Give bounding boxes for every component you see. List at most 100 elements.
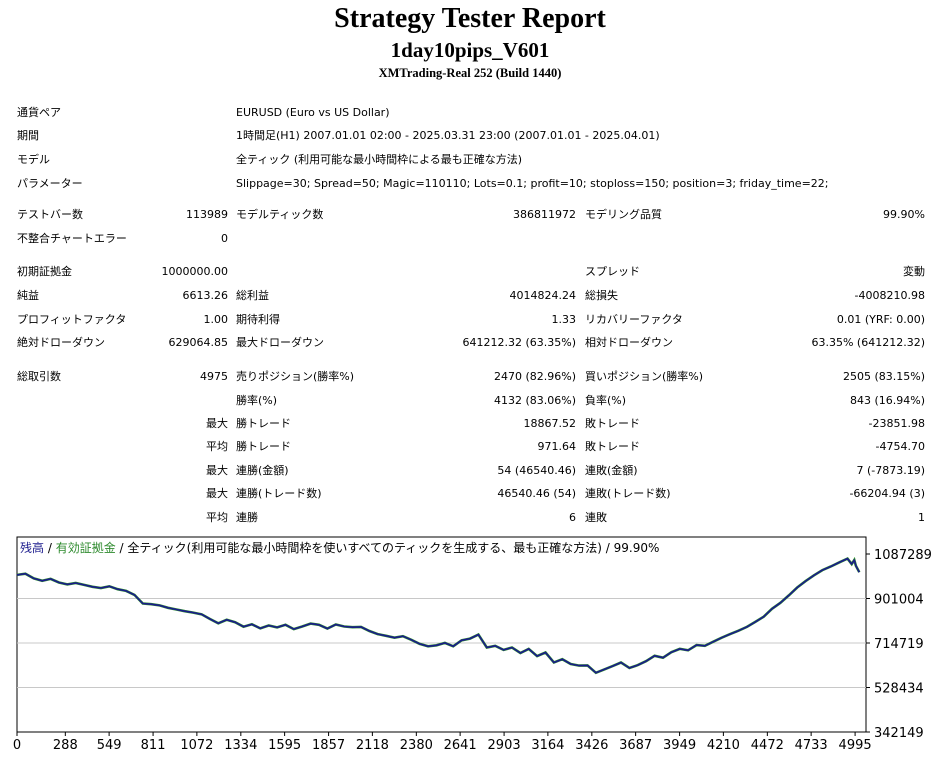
avg-cons-losses-label: 連敗 — [585, 511, 607, 524]
cons-losses-money-label: 連敗(金額) — [585, 464, 638, 477]
chart-legend: 残高 / 有効証拠金 / 全ティック(利用可能な最小時間枠を使いすべてのティック… — [20, 540, 659, 555]
gross-loss-value: -4008210.98 — [854, 289, 925, 302]
plot-frame — [16, 536, 867, 733]
avg-cons-wins-label: 連勝 — [236, 511, 258, 524]
period-value: 1時間足(H1) 2007.01.01 02:00 - 2025.03.31 2… — [236, 129, 660, 142]
balance-chart: 1087289 901004 714719 528434 342149 0 288 549 8… — [0, 533, 940, 761]
y-tick-label: 528434 — [874, 682, 924, 697]
max-cons-count-label: 最大 — [206, 487, 228, 500]
x-tick-label: 3426 — [575, 738, 608, 753]
x-tick-label: 1334 — [224, 738, 257, 753]
max-cons-money-label: 最大 — [206, 464, 228, 477]
x-tick-label: 1857 — [312, 738, 345, 753]
y-tick-label: 901004 — [874, 593, 924, 608]
balance-line — [16, 557, 861, 674]
spread-value: 変動 — [903, 265, 925, 278]
ticks-label: モデルティック数 — [236, 208, 324, 221]
y-tick-label: 1087289 — [874, 548, 932, 563]
y-tick-label: 342149 — [874, 726, 924, 741]
long-positions-value: 2505 (83.15%) — [842, 370, 925, 383]
cons-losses-count-label: 連敗(トレード数) — [585, 487, 671, 500]
average-cons-label: 平均 — [206, 511, 228, 524]
long-positions-label: 買いポジション(勝率%) — [585, 370, 704, 383]
profit-factor-label: プロフィットファクタ — [17, 313, 127, 326]
quality-label: モデリング品質 — [585, 208, 662, 221]
series-group — [16, 556, 861, 675]
x-tick-label: 4733 — [795, 738, 828, 753]
absolute-drawdown-value: 629064.85 — [168, 336, 229, 349]
bars-label: テストバー数 — [17, 208, 83, 221]
largest-loss-label: 敗トレード — [585, 417, 640, 430]
symbol-label: 通貨ペア — [17, 106, 61, 119]
ticks-value: 386811972 — [513, 208, 576, 221]
x-tick-label: 2641 — [444, 738, 477, 753]
params-value: Slippage=30; Spread=50; Magic=110110; Lo… — [236, 177, 829, 190]
relative-drawdown-label: 相対ドローダウン — [585, 336, 673, 349]
legend-sep: / — [44, 541, 56, 555]
x-ticks: 0 288 549 811 1072 1334 1595 1857 2118 2380 2641 29… — [13, 732, 872, 753]
recovery-factor-value: 0.01 (YRF: 0.00) — [836, 313, 925, 326]
legend-rest: / 全ティック(利用可能な最小時間枠を使いすべてのティックを生成する、最も正確な… — [116, 540, 660, 555]
x-tick-label: 3949 — [663, 738, 696, 753]
x-tick-label: 1595 — [268, 738, 301, 753]
x-tick-label: 2380 — [400, 738, 433, 753]
deposit-value: 1000000.00 — [161, 265, 228, 278]
x-tick-label: 2903 — [488, 738, 521, 753]
average-profit-label: 勝トレード — [236, 440, 291, 453]
expert-name: 1day10pips_V601 — [390, 38, 550, 62]
average-label: 平均 — [206, 440, 228, 453]
quality-value: 99.90% — [883, 208, 925, 221]
maximal-drawdown-value: 641212.32 (63.35%) — [462, 336, 576, 349]
mismatch-value: 0 — [221, 232, 228, 245]
x-tick-label: 549 — [97, 738, 122, 753]
model-value: 全ティック (利用可能な最小時間枠による最も正確な方法) — [236, 153, 523, 166]
cons-wins-money-value: 54 (46540.46) — [497, 464, 576, 477]
absolute-drawdown-label: 絶対ドローダウン — [17, 336, 105, 349]
cons-wins-money-label: 連勝(金額) — [236, 464, 289, 477]
relative-drawdown-value: 63.35% (641212.32) — [811, 336, 925, 349]
net-profit-value: 6613.26 — [182, 289, 229, 302]
largest-label: 最大 — [206, 417, 228, 430]
legend-equity: 有効証拠金 — [56, 540, 116, 555]
period-label: 期間 — [17, 129, 39, 142]
y-tick-label: 714719 — [874, 637, 924, 652]
cons-wins-count-value: 46540.46 (54) — [497, 487, 576, 500]
x-tick-label: 811 — [141, 738, 166, 753]
params-label: パラメーター — [17, 177, 83, 190]
loss-trades-label: 負率(%) — [585, 394, 627, 407]
deposit-label: 初期証拠金 — [17, 265, 72, 278]
y-ticks: 1087289 901004 714719 528434 342149 — [866, 548, 932, 741]
recovery-factor-label: リカバリーファクタ — [585, 313, 683, 326]
loss-trades-value: 843 (16.94%) — [849, 394, 925, 407]
model-label: モデル — [17, 153, 50, 166]
total-trades-value: 4975 — [200, 370, 228, 383]
avg-cons-losses-value: 1 — [918, 511, 925, 524]
largest-profit-value: 18867.52 — [523, 417, 577, 430]
expected-payoff-label: 期待利得 — [236, 313, 280, 326]
balance-chart-svg: 1087289 901004 714719 528434 342149 0 288 549 8… — [13, 536, 932, 753]
largest-loss-value: -23851.98 — [868, 417, 925, 430]
gross-profit-label: 総利益 — [236, 289, 269, 302]
legend-balance: 残高 — [20, 540, 44, 555]
total-trades-label: 総取引数 — [17, 370, 61, 383]
x-tick-label: 2118 — [356, 738, 389, 753]
mismatch-label: 不整合チャートエラー — [17, 232, 127, 245]
profit-trades-value: 4132 (83.06%) — [493, 394, 576, 407]
average-loss-label: 敗トレード — [585, 440, 640, 453]
profit-trades-label: 勝率(%) — [236, 394, 278, 407]
x-tick-label: 0 — [13, 738, 21, 753]
largest-profit-label: 勝トレード — [236, 417, 291, 430]
x-tick-label: 4472 — [751, 738, 784, 753]
cons-wins-count-label: 連勝(トレード数) — [236, 487, 322, 500]
cons-losses-money-value: 7 (-7873.19) — [856, 464, 925, 477]
maximal-drawdown-label: 最大ドローダウン — [236, 336, 324, 349]
report-title: Strategy Tester Report — [334, 3, 606, 34]
x-tick-label: 1072 — [180, 738, 213, 753]
expected-payoff-value: 1.33 — [551, 313, 577, 326]
average-loss-value: -4754.70 — [875, 440, 925, 453]
short-positions-label: 売りポジション(勝率%) — [236, 370, 355, 383]
average-profit-value: 971.64 — [537, 440, 577, 453]
short-positions-value: 2470 (82.96%) — [493, 370, 576, 383]
profit-factor-value: 1.00 — [203, 313, 229, 326]
bars-value: 113989 — [186, 208, 228, 221]
